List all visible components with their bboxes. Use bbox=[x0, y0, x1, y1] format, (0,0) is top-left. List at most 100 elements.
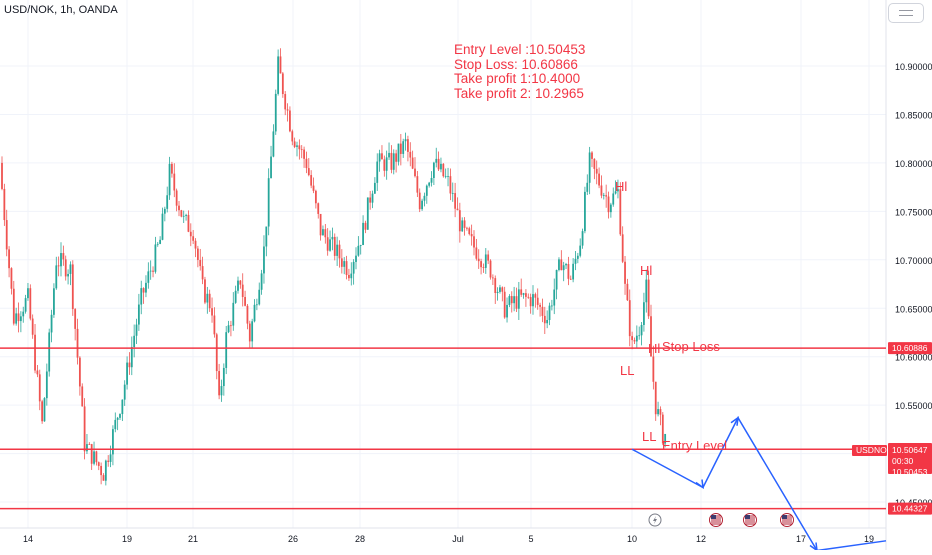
candle-body bbox=[633, 340, 636, 342]
candle-body bbox=[371, 193, 374, 203]
candle-body bbox=[661, 414, 664, 444]
candle-body bbox=[22, 311, 25, 317]
candle-body bbox=[487, 254, 490, 261]
trade-plan-annotation: Entry Level :10.50453 Stop Loss: 10.6086… bbox=[454, 42, 586, 101]
symbol-title: USD/NOK, 1h, OANDA bbox=[4, 4, 118, 16]
candle-body bbox=[609, 204, 612, 213]
candle-body bbox=[536, 297, 539, 305]
candle-body bbox=[553, 289, 556, 306]
candle-body bbox=[430, 177, 433, 183]
candle-body bbox=[57, 265, 60, 267]
candle-body bbox=[522, 293, 525, 295]
candle-body bbox=[584, 191, 586, 232]
candle-body bbox=[123, 384, 126, 400]
symbol-name-badge: USDNOK bbox=[856, 445, 893, 455]
stop-loss-price-badge-bg bbox=[888, 342, 932, 355]
candle-body bbox=[614, 191, 617, 194]
candle-body bbox=[338, 244, 341, 259]
candle-body bbox=[140, 288, 143, 305]
candle-body bbox=[230, 325, 232, 327]
candle-body bbox=[520, 289, 523, 295]
candle-body bbox=[173, 173, 176, 191]
candle-body bbox=[196, 248, 199, 260]
candle-body bbox=[388, 152, 390, 158]
candle-body bbox=[373, 182, 376, 194]
candle-body bbox=[237, 280, 239, 291]
annotation-entry-level: Entry Level :10.50453 bbox=[454, 42, 586, 57]
candle-body bbox=[510, 296, 513, 304]
candle-body bbox=[581, 231, 584, 246]
pivot-label: LL bbox=[642, 429, 656, 444]
candle-body bbox=[539, 304, 541, 307]
candle-body bbox=[565, 264, 567, 266]
last-price-badge-bg bbox=[888, 443, 932, 474]
candle-body bbox=[355, 255, 357, 262]
candle-body bbox=[137, 304, 140, 325]
candle-body bbox=[567, 264, 570, 279]
candle-body bbox=[340, 258, 343, 267]
candle-body bbox=[317, 203, 320, 214]
candle-body bbox=[425, 185, 428, 196]
candle-body bbox=[300, 149, 303, 151]
candle-body bbox=[130, 347, 133, 368]
candle-body bbox=[480, 261, 482, 268]
candle-body bbox=[513, 296, 516, 304]
candle-body bbox=[48, 332, 51, 372]
candle-body bbox=[435, 158, 438, 163]
candle-body bbox=[163, 208, 166, 214]
candle-body bbox=[270, 156, 272, 179]
candle-body bbox=[588, 152, 591, 183]
annotation-take-profit-1: Take profit 1:10.4000 bbox=[454, 71, 581, 86]
candle-body bbox=[227, 325, 230, 333]
symbol-name-badge-bg bbox=[852, 445, 887, 456]
candle-body bbox=[638, 335, 641, 337]
candle-body bbox=[456, 208, 459, 211]
entry-price-value: 10.50453 bbox=[892, 467, 928, 477]
candle-body bbox=[451, 193, 454, 194]
candle-body bbox=[652, 356, 655, 382]
candle-body bbox=[624, 261, 626, 284]
candle-body bbox=[267, 178, 270, 227]
candle-body bbox=[440, 163, 442, 170]
candle-body bbox=[50, 314, 53, 333]
candle-body bbox=[503, 291, 506, 318]
candle-body bbox=[546, 319, 549, 324]
candle-body bbox=[499, 287, 501, 292]
candle-body bbox=[62, 253, 65, 260]
candle-body bbox=[218, 371, 221, 396]
candle-body bbox=[154, 244, 157, 272]
candle-body bbox=[473, 236, 475, 248]
pivot-label: Hl bbox=[615, 179, 627, 194]
annotation-stop-loss: Stop Loss: 10.60866 bbox=[454, 56, 578, 72]
chart-settings-button[interactable] bbox=[888, 3, 924, 23]
candle-body bbox=[102, 475, 105, 481]
candle-body bbox=[376, 161, 379, 183]
candle-body bbox=[517, 289, 520, 309]
candle-body bbox=[466, 227, 468, 229]
candle-body bbox=[595, 168, 598, 174]
candle-body bbox=[15, 313, 18, 324]
candle-body bbox=[260, 273, 263, 290]
candle-body bbox=[640, 324, 643, 336]
candle-body bbox=[213, 315, 216, 335]
candle-body bbox=[447, 176, 449, 177]
candle-body bbox=[407, 139, 409, 152]
menu-bar-icon bbox=[899, 15, 913, 16]
candle-body bbox=[650, 316, 652, 357]
candle-body bbox=[643, 302, 645, 325]
candle-body bbox=[145, 282, 147, 293]
candle-body bbox=[152, 270, 154, 272]
candle-body bbox=[19, 316, 22, 322]
candle-body bbox=[579, 245, 582, 256]
candle-body bbox=[359, 244, 362, 246]
bar-countdown: 00:30 bbox=[892, 456, 914, 466]
candle-body bbox=[576, 255, 579, 259]
candle-body bbox=[43, 398, 46, 422]
candle-body bbox=[437, 158, 440, 170]
flag-canton bbox=[745, 515, 750, 519]
arrowhead-icon bbox=[695, 479, 704, 490]
candle-body bbox=[399, 143, 402, 154]
candle-body bbox=[168, 163, 171, 196]
